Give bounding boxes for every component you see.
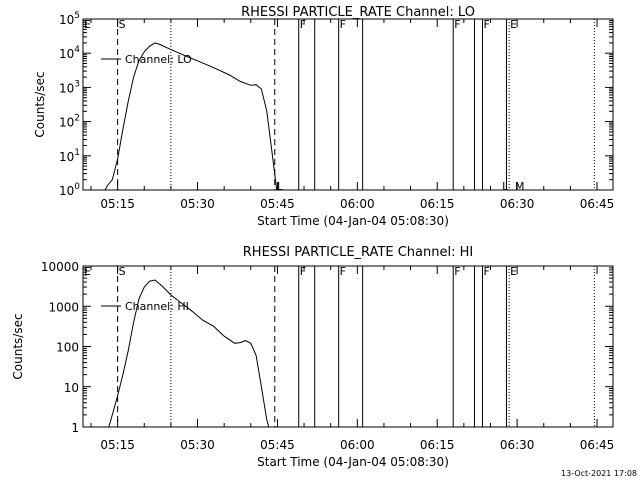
plot-frame: [82, 265, 614, 428]
legend-label: Channel: LO: [125, 53, 192, 66]
x-tick-label: 05:45: [260, 438, 295, 452]
x-tick-label: 06:15: [420, 438, 455, 452]
y-tick-label: 1000: [48, 300, 79, 314]
y-tick-label: 101: [59, 148, 80, 164]
flag-marker-label: F: [483, 18, 489, 31]
x-tick-label: 05:30: [180, 197, 215, 211]
flag-marker-label: S: [119, 18, 126, 31]
flag-marker-label: E: [510, 265, 517, 278]
y-axis-label: Counts/sec: [33, 71, 47, 137]
y-tick-label: 10: [64, 381, 79, 395]
x-axis-label: Start Time (04-Jan-04 05:08:30): [257, 455, 449, 469]
y-tick-label: 100: [56, 341, 79, 355]
y-tick-label: 103: [59, 79, 80, 95]
legend-label: Channel: HI: [125, 300, 189, 313]
x-tick-label: 06:45: [580, 438, 615, 452]
panel-1: RHESSI PARTICLE_RATE Channel: LO Start Ti…: [33, 5, 614, 228]
flag-bottom-label: L: [502, 180, 509, 193]
chart-title: RHESSI PARTICLE_RATE Channel: LO: [241, 5, 475, 20]
y-tick-label: 10000: [41, 260, 79, 274]
flag-marker-label: S: [119, 265, 126, 278]
x-tick-label: 06:00: [340, 197, 375, 211]
y-tick-label: 1: [71, 421, 79, 435]
flag-marker-label: F: [340, 18, 346, 31]
x-tick-label: 05:15: [100, 438, 135, 452]
flag-marker-label: E: [510, 18, 517, 31]
y-axis-label: Counts/sec: [11, 313, 25, 379]
y-tick-label: 104: [59, 45, 80, 61]
flag-marker-label: F: [340, 265, 346, 278]
y-tick-label: 105: [59, 11, 80, 27]
y-tick-label: 102: [59, 114, 80, 130]
x-tick-label: 05:15: [100, 197, 135, 211]
chart-title: RHESSI PARTICLE_RATE Channel: HI: [243, 245, 473, 260]
plot-frame: [82, 18, 614, 191]
y-tick-label: 100: [59, 182, 80, 198]
x-tick-label: 06:00: [340, 438, 375, 452]
flag-marker-label: F: [483, 265, 489, 278]
x-tick-label: 06:45: [580, 197, 615, 211]
flag-marker-label: E: [84, 265, 91, 278]
series-line: [108, 279, 270, 427]
series-line: [104, 42, 278, 190]
flag-bottom-label: M: [515, 180, 525, 193]
x-tick-label: 06:30: [500, 197, 535, 211]
x-tick-label: 05:45: [260, 197, 295, 211]
flag-marker-label: F: [300, 265, 306, 278]
flag-marker-label: E: [84, 18, 91, 31]
x-tick-label: 05:30: [180, 438, 215, 452]
x-tick-label: 06:15: [420, 197, 455, 211]
flag-marker-label: F: [454, 18, 460, 31]
flag-bottom-label: L: [277, 180, 284, 193]
flag-marker-label: F: [300, 18, 306, 31]
flag-marker-label: F: [454, 265, 460, 278]
x-tick-label: 06:30: [500, 438, 535, 452]
panel-2: RHESSI PARTICLE_RATE Channel: HI Start Ti…: [11, 245, 614, 469]
x-axis-label: Start Time (04-Jan-04 05:08:30): [257, 214, 449, 228]
